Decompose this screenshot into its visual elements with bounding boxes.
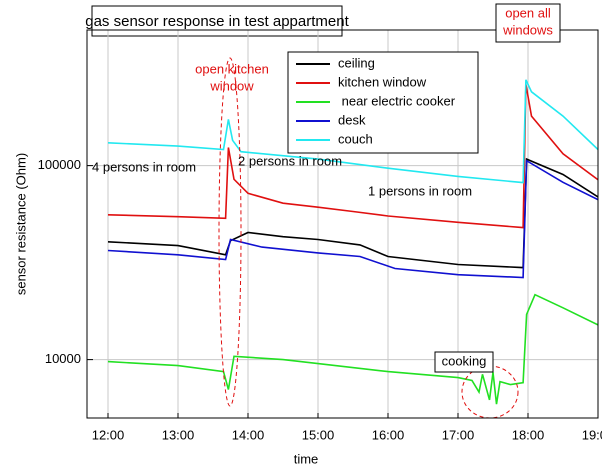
series-line bbox=[107, 84, 598, 229]
legend-label: ceiling bbox=[338, 55, 375, 70]
x-tick-label: 12:00 bbox=[92, 427, 125, 442]
annotation: open all bbox=[505, 5, 551, 20]
annotation: window bbox=[209, 78, 254, 93]
annotation-box bbox=[495, 3, 561, 43]
x-tick-label: 18:00 bbox=[512, 427, 545, 442]
y-tick-label: 10000 bbox=[45, 351, 81, 366]
annotation: cooking bbox=[442, 353, 487, 368]
annotation-box bbox=[434, 351, 494, 373]
annotation: open kitchen bbox=[195, 61, 269, 76]
annotation: 4 persons in room bbox=[92, 159, 196, 174]
title-box bbox=[91, 5, 343, 37]
series-line bbox=[107, 79, 598, 184]
annotation: 1 persons in room bbox=[368, 183, 472, 198]
annotation: windows bbox=[502, 22, 553, 37]
plot-frame bbox=[86, 29, 599, 419]
series-line bbox=[107, 159, 598, 279]
x-axis-label: time bbox=[294, 451, 319, 466]
annotation: 2 persons in room bbox=[238, 153, 342, 168]
legend-label: near electric cooker bbox=[338, 93, 456, 108]
y-tick-label: 100000 bbox=[38, 157, 81, 172]
series-line bbox=[107, 293, 598, 405]
chart-title: gas sensor response in test appartment bbox=[85, 13, 349, 30]
x-tick-label: 17:00 bbox=[442, 427, 475, 442]
x-tick-label: 15:00 bbox=[302, 427, 335, 442]
y-axis-label: sensor resistance (Ohm) bbox=[13, 153, 28, 295]
x-tick-label: 16:00 bbox=[372, 427, 405, 442]
legend-label: desk bbox=[338, 112, 366, 127]
x-tick-label: 19:00 bbox=[582, 427, 602, 442]
x-tick-label: 13:00 bbox=[162, 427, 195, 442]
x-tick-label: 14:00 bbox=[232, 427, 265, 442]
plot-lines bbox=[107, 79, 598, 405]
overlay: ceiling kitchen window near electric cook… bbox=[92, 3, 561, 373]
legend-label: kitchen window bbox=[338, 74, 427, 89]
event-ellipse bbox=[218, 57, 242, 407]
legend-label: couch bbox=[338, 131, 373, 146]
